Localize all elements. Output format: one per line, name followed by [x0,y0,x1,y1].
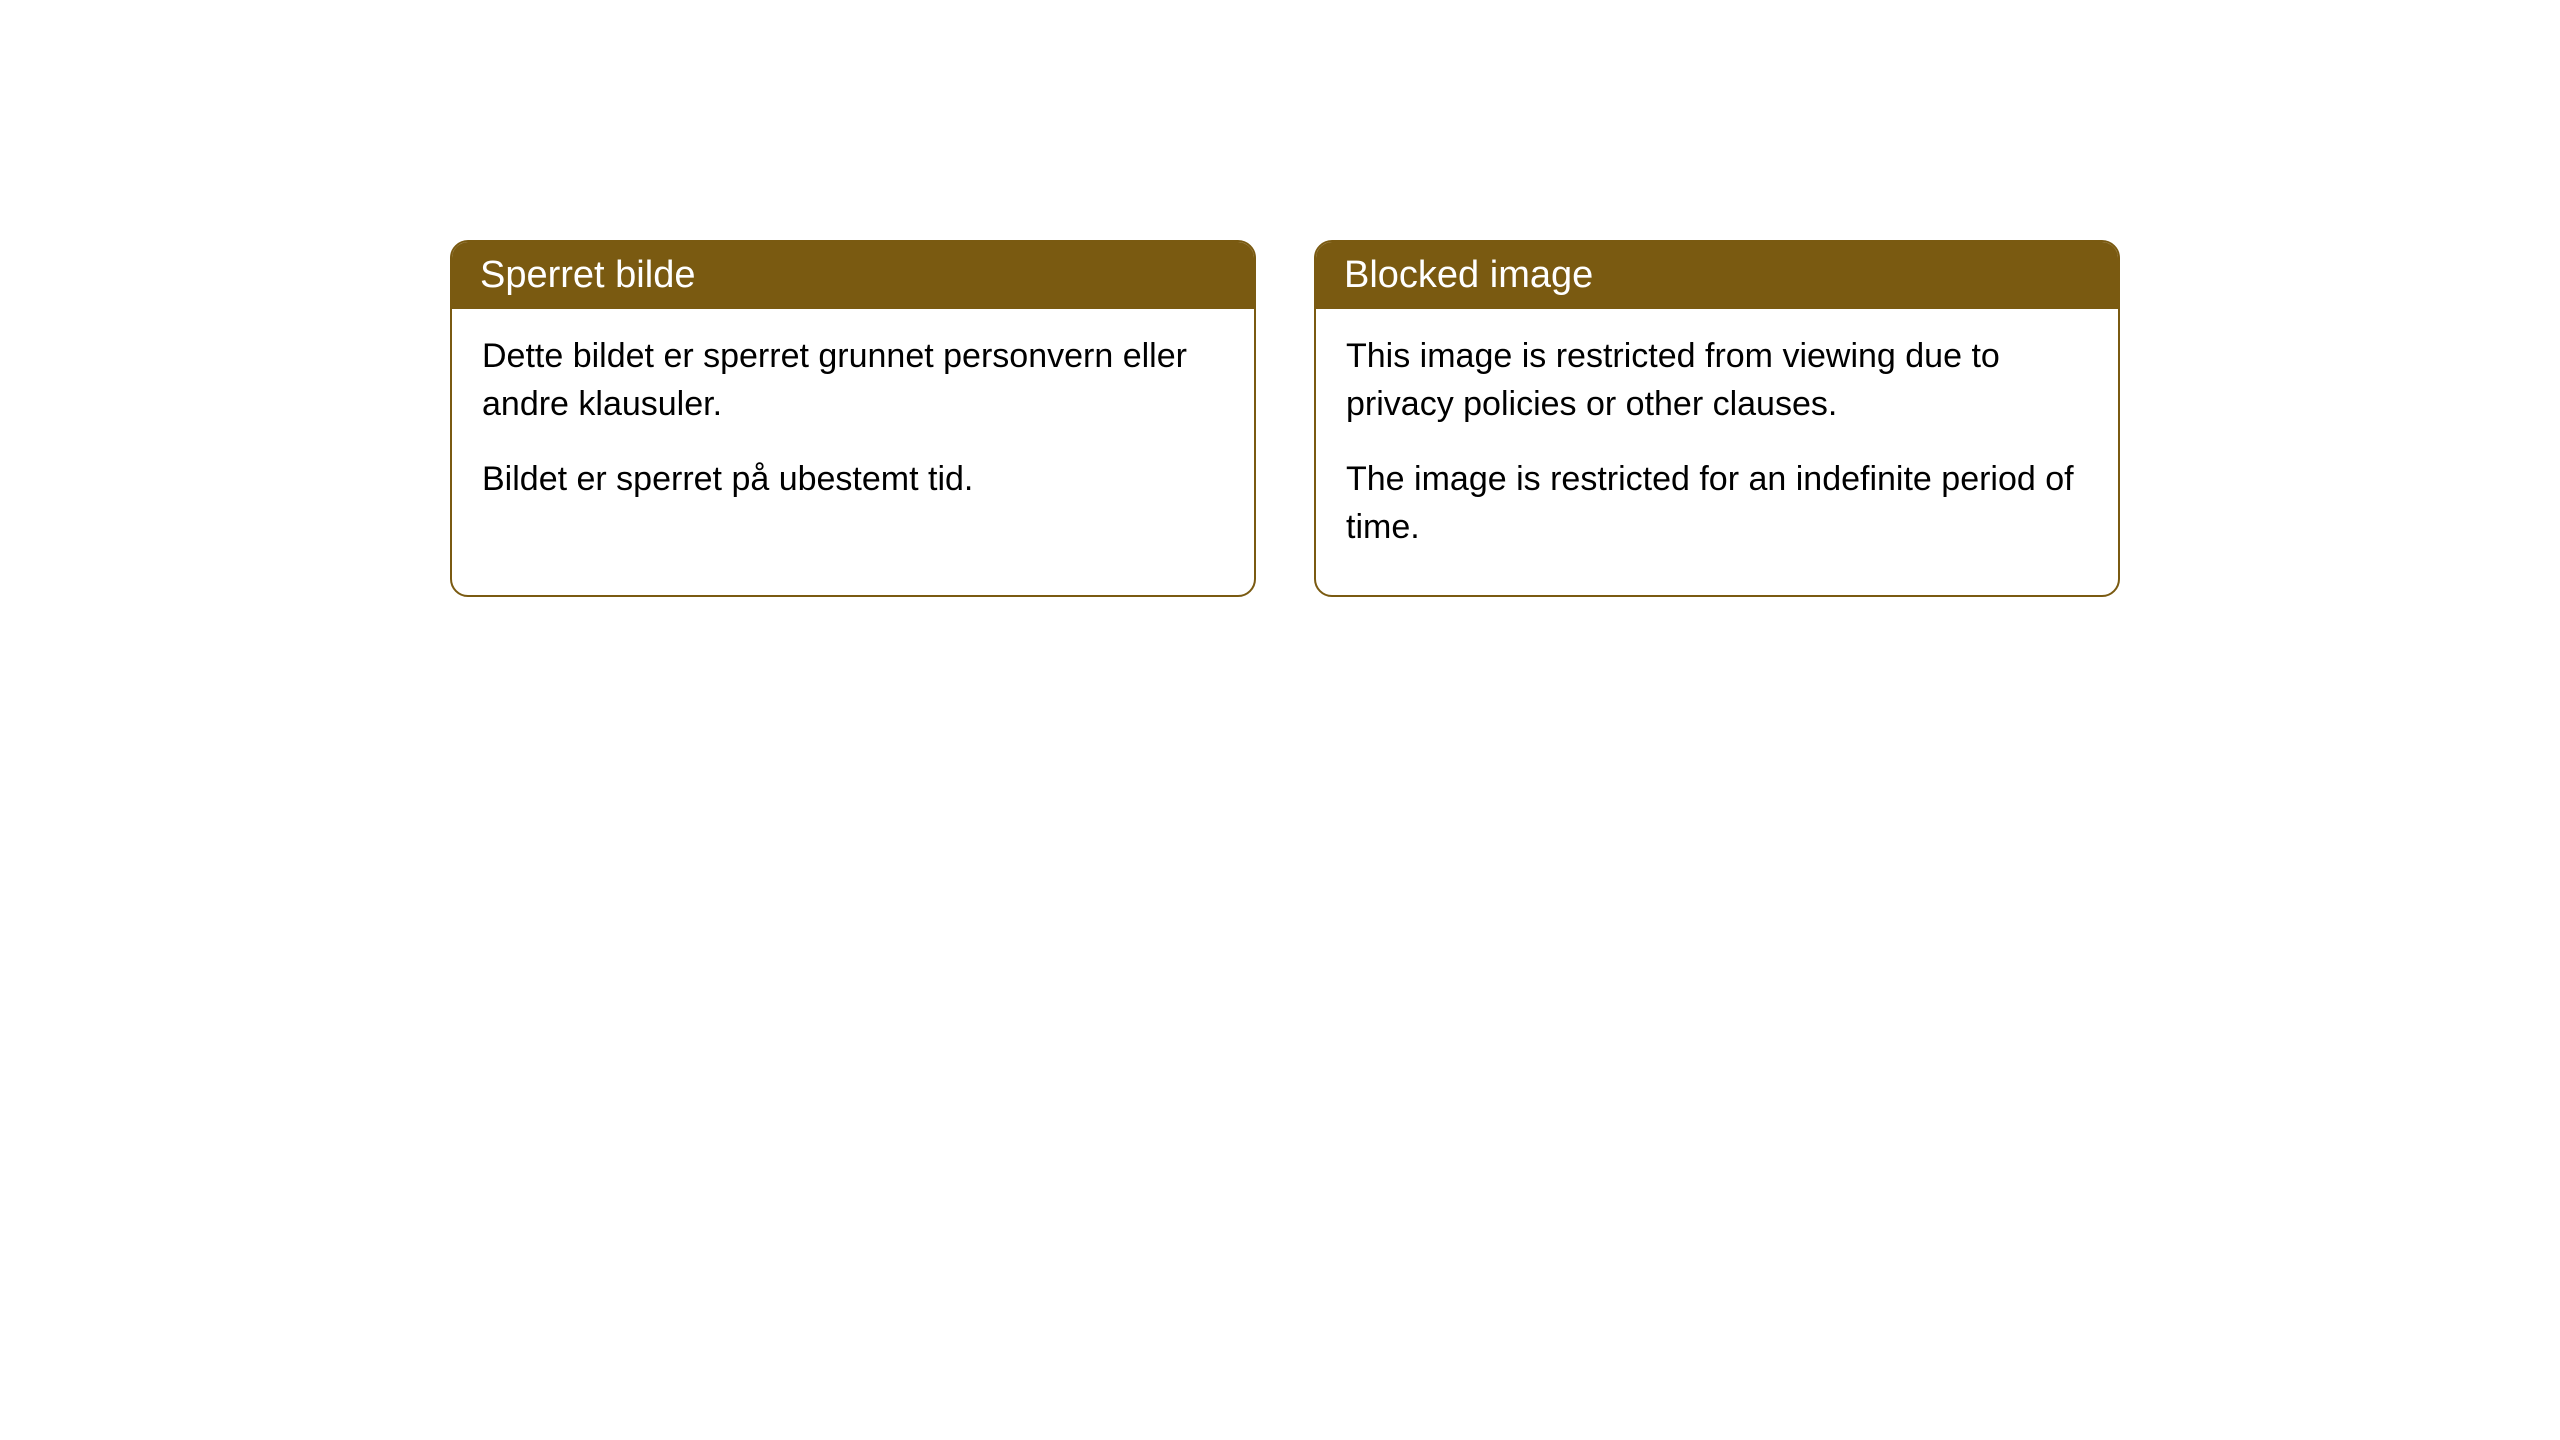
card-paragraph-2-norwegian: Bildet er sperret på ubestemt tid. [482,456,1224,504]
card-header-english: Blocked image [1316,242,2118,309]
card-body-english: This image is restricted from viewing du… [1316,309,2118,595]
card-paragraph-2-english: The image is restricted for an indefinit… [1346,456,2088,551]
card-title-norwegian: Sperret bilde [480,254,695,296]
card-paragraph-1-english: This image is restricted from viewing du… [1346,333,2088,428]
notice-card-norwegian: Sperret bilde Dette bildet er sperret gr… [450,240,1256,597]
card-header-norwegian: Sperret bilde [452,242,1254,309]
notice-card-english: Blocked image This image is restricted f… [1314,240,2120,597]
notice-cards-container: Sperret bilde Dette bildet er sperret gr… [450,240,2120,597]
card-title-english: Blocked image [1344,254,1593,296]
card-paragraph-1-norwegian: Dette bildet er sperret grunnet personve… [482,333,1224,428]
card-body-norwegian: Dette bildet er sperret grunnet personve… [452,309,1254,548]
